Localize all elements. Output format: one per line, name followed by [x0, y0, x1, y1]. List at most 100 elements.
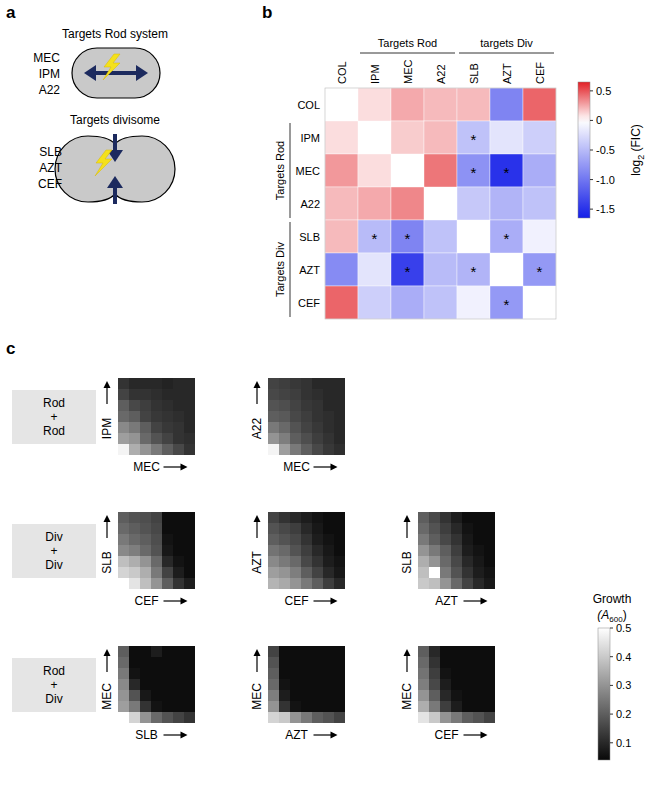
arrow-head	[136, 65, 148, 81]
row-label: CEF	[298, 297, 320, 309]
row-label: A22	[300, 198, 320, 210]
x-label: CEF	[285, 594, 309, 608]
growth-cell	[118, 701, 129, 712]
drug-label: SLB	[39, 145, 62, 159]
growth-cell	[290, 523, 301, 534]
growth-cell	[279, 534, 290, 545]
growth-cell	[151, 389, 162, 400]
growth-cell	[484, 701, 495, 712]
growth-cell	[140, 422, 151, 433]
growth-cell	[173, 690, 184, 701]
axis-arrowhead	[181, 598, 188, 605]
arrow-shaft	[92, 71, 140, 75]
x-label: SLB	[135, 728, 158, 742]
x-label: MEC	[133, 460, 160, 474]
drug-label: IPM	[39, 67, 60, 81]
growth-cell	[462, 712, 473, 723]
x-label: AZT	[285, 728, 308, 742]
growth-cell	[162, 534, 173, 545]
row-label: IPM	[300, 132, 320, 144]
growth-cell	[429, 534, 440, 545]
growth-cell	[334, 657, 345, 668]
growth-cell	[129, 679, 140, 690]
axis-arrow	[106, 520, 107, 538]
growth-cell	[334, 545, 345, 556]
growth-cell	[118, 534, 129, 545]
growth-cell	[279, 657, 290, 668]
heatmap-cell	[325, 187, 358, 220]
drug-label: CEF	[38, 177, 62, 191]
growth-cell	[184, 712, 195, 723]
growth-cell	[173, 657, 184, 668]
growth-cell	[334, 523, 345, 534]
group-label: Targets Rod	[378, 37, 437, 49]
growth-cell	[301, 679, 312, 690]
growth-cell	[312, 523, 323, 534]
axis-arrowhead	[254, 381, 261, 388]
colorbar-unit-part: (A	[597, 608, 609, 622]
group-label: +	[50, 678, 57, 692]
growth-cell	[312, 512, 323, 523]
significance-mark: *	[471, 164, 477, 181]
growth-cell	[290, 578, 301, 589]
growth-cell	[290, 657, 301, 668]
heatmap-cell	[523, 253, 556, 286]
growth-cell	[484, 646, 495, 657]
growth-cell	[323, 444, 334, 455]
growth-cell	[140, 444, 151, 455]
heatmap-cell	[391, 253, 424, 286]
heatmap-cell	[325, 286, 358, 319]
colorbar-label-part: (FIC)	[629, 124, 643, 155]
growth-cell	[279, 523, 290, 534]
growth-cell	[173, 701, 184, 712]
growth-cell	[140, 400, 151, 411]
growth-cell	[301, 411, 312, 422]
axis-arrowhead	[404, 649, 411, 656]
group-line	[290, 123, 291, 218]
growth-cell	[440, 646, 451, 657]
heatmap-frame	[325, 88, 556, 319]
growth-cell	[301, 378, 312, 389]
growth-cell	[323, 556, 334, 567]
growth-cell	[162, 378, 173, 389]
growth-cell	[184, 534, 195, 545]
growth-cell	[129, 512, 140, 523]
y-label: A22	[250, 418, 264, 440]
growth-cell	[312, 567, 323, 578]
growth-cell	[334, 512, 345, 523]
growth-cell	[440, 567, 451, 578]
growth-cell	[418, 679, 429, 690]
growth-cell	[473, 567, 484, 578]
growth-cell	[279, 668, 290, 679]
growth-cell	[173, 523, 184, 534]
growth-cell	[334, 400, 345, 411]
growth-cell	[140, 378, 151, 389]
axis-arrowhead	[331, 598, 338, 605]
growth-cell	[440, 578, 451, 589]
growth-cell	[301, 534, 312, 545]
colorbar-tick-label: -0.5	[596, 144, 615, 156]
growth-cell	[334, 567, 345, 578]
growth-cell	[118, 389, 129, 400]
axis-arrow	[256, 520, 257, 538]
growth-cell	[118, 422, 129, 433]
group-label: Targets Div	[274, 241, 286, 297]
growth-cell	[290, 679, 301, 690]
growth-cell	[451, 657, 462, 668]
growth-cell	[312, 433, 323, 444]
heatmap-cell	[424, 154, 457, 187]
growth-cell	[268, 690, 279, 701]
growth-cell	[129, 545, 140, 556]
growth-cell	[118, 668, 129, 679]
growth-cell	[451, 534, 462, 545]
growth-cell	[268, 400, 279, 411]
growth-cell	[323, 657, 334, 668]
growth-cell	[118, 646, 129, 657]
growth-cell	[429, 512, 440, 523]
growth-cell	[451, 646, 462, 657]
growth-cell	[451, 668, 462, 679]
growth-cell	[462, 534, 473, 545]
growth-cell	[268, 389, 279, 400]
growth-cell	[323, 411, 334, 422]
growth-cell	[151, 701, 162, 712]
